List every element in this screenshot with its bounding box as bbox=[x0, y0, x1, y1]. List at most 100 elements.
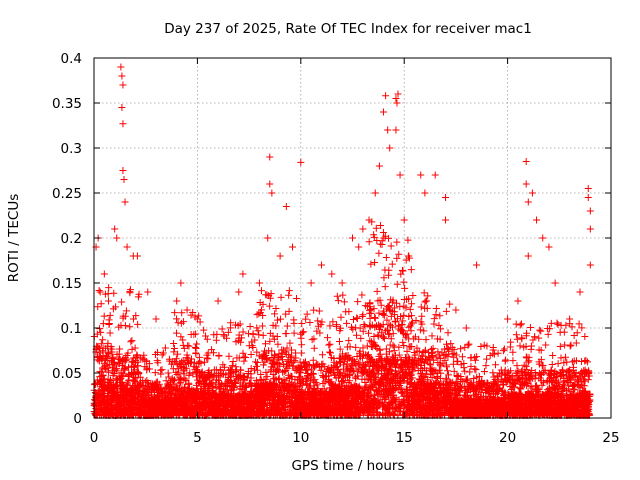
data-point bbox=[430, 320, 438, 328]
data-point bbox=[127, 338, 135, 346]
data-point bbox=[334, 297, 342, 305]
data-point bbox=[99, 344, 107, 352]
data-point bbox=[122, 407, 130, 415]
data-point bbox=[121, 356, 129, 364]
data-point bbox=[400, 342, 408, 350]
data-point bbox=[192, 344, 200, 352]
data-point bbox=[339, 291, 347, 299]
data-point bbox=[352, 331, 360, 339]
data-point bbox=[150, 384, 158, 392]
data-point bbox=[127, 396, 135, 404]
data-point bbox=[153, 385, 161, 393]
data-point bbox=[170, 339, 178, 347]
data-point bbox=[434, 348, 442, 356]
data-point bbox=[382, 253, 390, 261]
data-point bbox=[408, 300, 416, 308]
data-point bbox=[143, 393, 151, 401]
data-point bbox=[123, 399, 131, 407]
data-point bbox=[112, 390, 120, 398]
data-point bbox=[117, 394, 125, 402]
data-point bbox=[126, 286, 134, 294]
data-point bbox=[147, 379, 155, 387]
data-point bbox=[177, 333, 185, 341]
data-point bbox=[105, 350, 113, 358]
data-point bbox=[132, 353, 140, 361]
data-point bbox=[432, 304, 440, 312]
data-point bbox=[381, 283, 389, 291]
data-point bbox=[100, 410, 108, 418]
data-point bbox=[94, 343, 102, 351]
data-point bbox=[252, 358, 260, 366]
data-point bbox=[412, 317, 420, 325]
data-point bbox=[105, 398, 113, 406]
data-point bbox=[145, 402, 153, 410]
data-point bbox=[367, 260, 375, 268]
data-point bbox=[139, 403, 147, 411]
data-point bbox=[387, 242, 395, 250]
data-point bbox=[349, 316, 357, 324]
data-point bbox=[128, 337, 136, 345]
data-point bbox=[337, 313, 345, 321]
data-point bbox=[310, 306, 318, 314]
data-point bbox=[285, 287, 293, 295]
data-point bbox=[407, 266, 415, 274]
data-points bbox=[90, 63, 594, 419]
data-point bbox=[365, 238, 373, 246]
data-point bbox=[179, 336, 187, 344]
data-point bbox=[98, 355, 106, 363]
data-point bbox=[343, 319, 351, 327]
data-point bbox=[179, 341, 187, 349]
data-point bbox=[353, 314, 361, 322]
data-point bbox=[249, 343, 257, 351]
data-point bbox=[124, 389, 132, 397]
data-point bbox=[155, 380, 163, 388]
data-point bbox=[395, 250, 403, 258]
data-point bbox=[173, 329, 181, 337]
data-point bbox=[257, 287, 265, 295]
data-point bbox=[95, 287, 103, 295]
data-point bbox=[272, 305, 280, 313]
data-point bbox=[99, 352, 107, 360]
data-point bbox=[393, 254, 401, 262]
data-point bbox=[366, 314, 374, 322]
data-point bbox=[164, 369, 172, 377]
data-point bbox=[356, 352, 364, 360]
data-point bbox=[316, 329, 324, 337]
data-point bbox=[99, 336, 107, 344]
data-point bbox=[292, 349, 300, 357]
data-point bbox=[345, 337, 353, 345]
data-point bbox=[406, 305, 414, 313]
data-point bbox=[147, 388, 155, 396]
data-point bbox=[100, 362, 108, 370]
data-point bbox=[266, 302, 274, 310]
data-point bbox=[374, 332, 382, 340]
data-point bbox=[146, 365, 153, 373]
data-point bbox=[325, 341, 333, 349]
data-point bbox=[92, 393, 100, 401]
data-point bbox=[158, 366, 166, 374]
data-point bbox=[202, 332, 210, 340]
data-point bbox=[437, 325, 445, 333]
data-point bbox=[371, 313, 379, 321]
data-point bbox=[130, 377, 138, 385]
data-point bbox=[146, 401, 154, 409]
data-point bbox=[424, 292, 432, 300]
data-point bbox=[157, 366, 165, 374]
data-point bbox=[129, 369, 137, 377]
data-point bbox=[129, 401, 137, 409]
data-point bbox=[376, 240, 384, 248]
data-point bbox=[283, 322, 291, 330]
data-point bbox=[290, 329, 298, 337]
data-point bbox=[128, 345, 136, 353]
data-point bbox=[98, 372, 106, 380]
data-point bbox=[315, 307, 323, 315]
data-point bbox=[100, 312, 108, 320]
data-point bbox=[298, 349, 306, 357]
data-point bbox=[160, 403, 168, 411]
data-point bbox=[97, 340, 105, 348]
data-point bbox=[112, 365, 120, 373]
data-point bbox=[141, 363, 149, 371]
data-point bbox=[115, 323, 123, 331]
data-point bbox=[263, 291, 271, 299]
data-point bbox=[246, 323, 254, 331]
